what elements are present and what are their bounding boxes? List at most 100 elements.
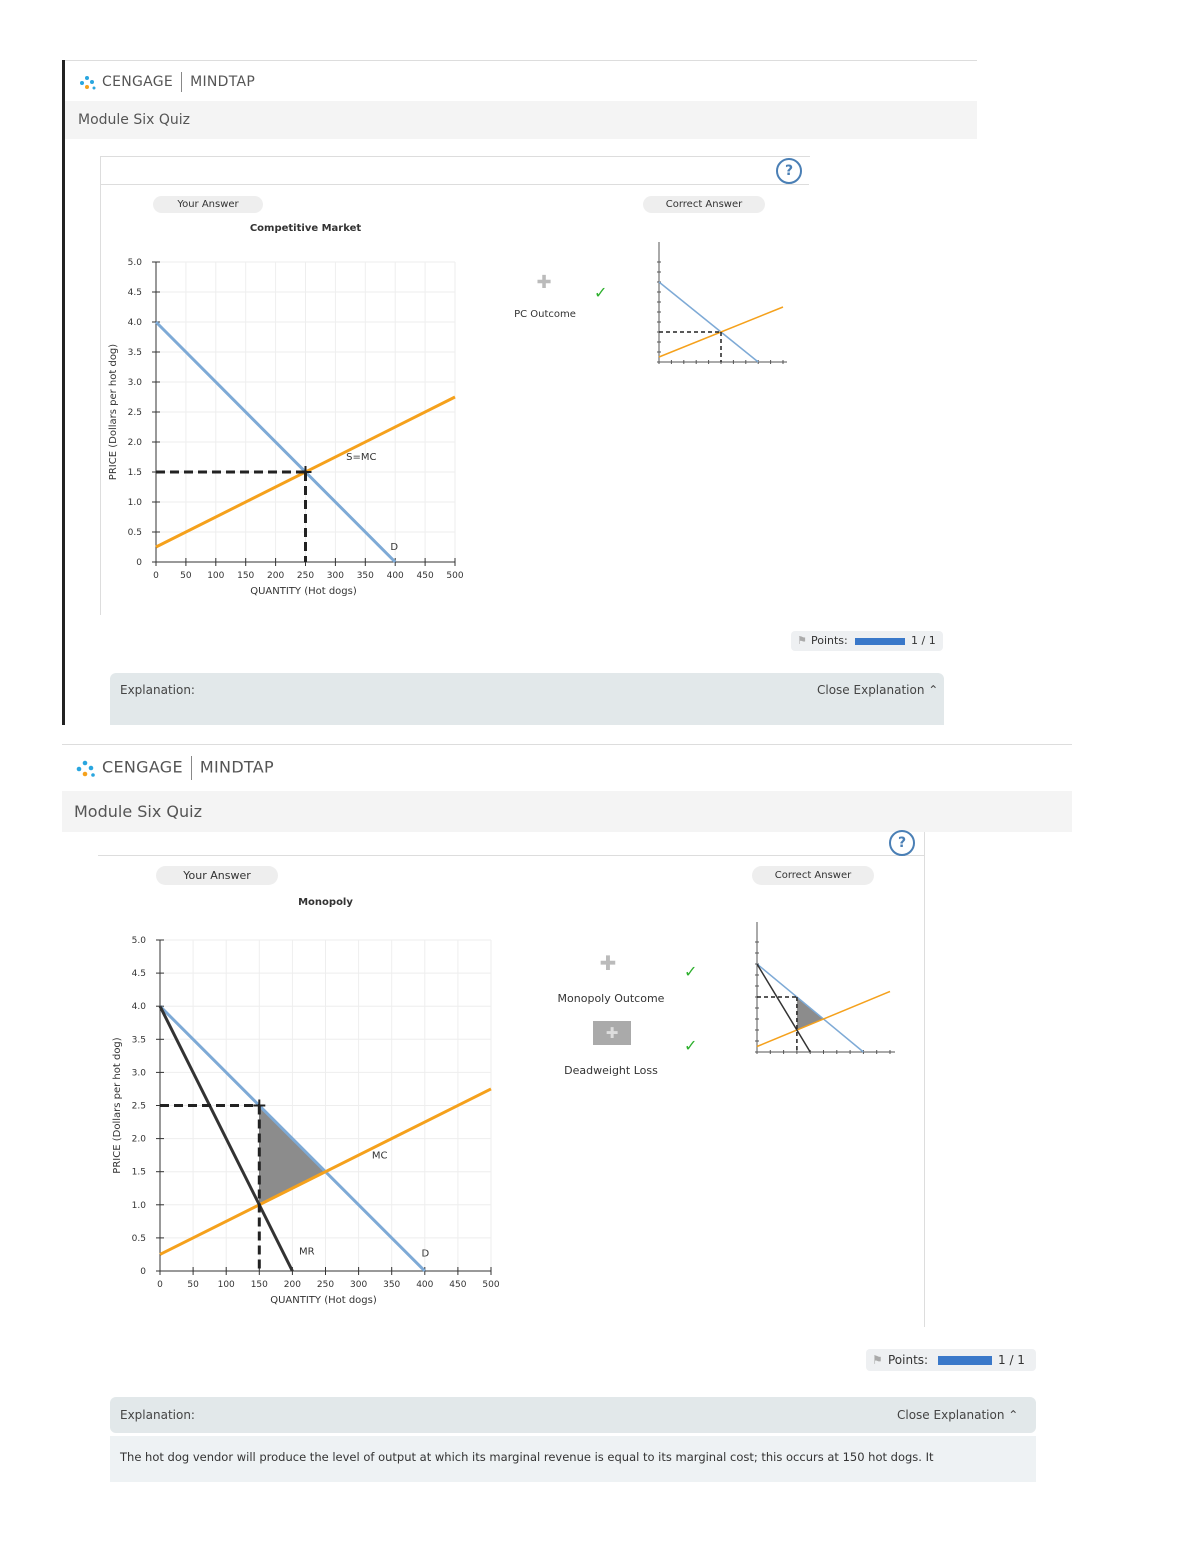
card-header-divider bbox=[98, 855, 924, 856]
y-tick-label: 5.0 bbox=[128, 258, 143, 268]
title-bar: Module Six Quiz bbox=[65, 101, 977, 139]
x-tick-label: 200 bbox=[284, 1280, 301, 1290]
x-tick-label: 300 bbox=[327, 571, 344, 581]
series-line-mr bbox=[158, 1005, 294, 1272]
competitive-market-chart[interactable]: Competitive Market 0 50 100 150 200 250 300 350 4… bbox=[100, 215, 480, 610]
monopoly-chart[interactable]: Monopoly 0 50 100 150 200 250 300 350 400 450 500 0 0… bbox=[98, 888, 518, 1323]
points-value: 1 / 1 bbox=[911, 634, 936, 647]
y-tick-label: 2.0 bbox=[132, 1135, 147, 1145]
y-tick-label: 1.0 bbox=[128, 498, 143, 508]
series-label: D bbox=[421, 1248, 429, 1259]
brand-logo[interactable]: CENGAGE MINDTAP bbox=[78, 72, 255, 92]
page-title: Module Six Quiz bbox=[74, 802, 202, 821]
title-bar: Module Six Quiz bbox=[62, 791, 1072, 832]
series-label: MC bbox=[372, 1150, 388, 1161]
y-tick-label: 1.5 bbox=[132, 1168, 146, 1178]
points-badge: ⚑ Points: 1 / 1 bbox=[866, 1349, 1036, 1371]
correct-answer-tab[interactable]: Correct Answer bbox=[752, 866, 874, 885]
y-tick-label: 2.0 bbox=[128, 438, 143, 448]
series-line-mc bbox=[159, 1087, 492, 1256]
x-axis-label: QUANTITY (Hot dogs) bbox=[270, 1295, 377, 1306]
points-bar bbox=[855, 638, 905, 645]
explanation-panel: Explanation: Close Explanation ⌃ bbox=[110, 673, 944, 725]
mini-series-line bbox=[756, 963, 864, 1053]
x-tick-label: 200 bbox=[267, 571, 284, 581]
y-tick-label: 4.5 bbox=[128, 288, 142, 298]
top-divider bbox=[65, 60, 977, 61]
legend-deadweight-loss: Deadweight Loss bbox=[564, 1064, 658, 1077]
points-bar bbox=[938, 1356, 992, 1365]
y-tick-label: 3.5 bbox=[132, 1035, 146, 1045]
y-tick-label: 4.5 bbox=[132, 969, 146, 979]
check-icon: ✓ bbox=[684, 962, 698, 981]
brand-logo[interactable]: CENGAGE MINDTAP bbox=[74, 756, 274, 780]
series-label: MR bbox=[299, 1246, 315, 1257]
help-icon[interactable]: ? bbox=[889, 830, 915, 856]
y-tick-label: 0.5 bbox=[132, 1234, 146, 1244]
deadweight-loss-icon[interactable]: ✚ bbox=[593, 1021, 631, 1045]
close-explanation-button[interactable]: Close Explanation ⌃ bbox=[817, 683, 938, 697]
x-axis-label: QUANTITY (Hot dogs) bbox=[250, 586, 357, 597]
y-tick-label: 0.5 bbox=[128, 528, 142, 538]
close-explanation-label: Close Explanation bbox=[817, 683, 925, 697]
x-tick-label: 100 bbox=[207, 571, 224, 581]
mini-series-line bbox=[756, 990, 891, 1048]
explanation-label: Explanation: bbox=[120, 1408, 195, 1422]
chart-title: Monopoly bbox=[298, 897, 353, 908]
x-tick-label: 400 bbox=[416, 1280, 433, 1290]
help-icon[interactable]: ? bbox=[776, 158, 802, 184]
legend-pc-outcome: PC Outcome bbox=[514, 309, 576, 320]
brand-product: MINDTAP bbox=[199, 757, 274, 777]
series-line-d bbox=[158, 1005, 426, 1273]
explanation-body: The hot dog vendor will produce the leve… bbox=[110, 1436, 1036, 1482]
x-tick-label: 50 bbox=[180, 571, 192, 581]
brand-company: CENGAGE bbox=[102, 757, 183, 777]
y-tick-label: 1.0 bbox=[132, 1201, 147, 1211]
cengage-logo-icon bbox=[76, 760, 95, 777]
points-value: 1 / 1 bbox=[998, 1353, 1025, 1367]
points-bar-fill bbox=[855, 638, 905, 645]
y-tick-label: 2.5 bbox=[132, 1102, 146, 1112]
x-tick-label: 0 bbox=[153, 571, 159, 581]
points-label: Points: bbox=[811, 634, 848, 647]
correct-answer-tab[interactable]: Correct Answer bbox=[643, 196, 765, 213]
explanation-text: The hot dog vendor will produce the leve… bbox=[120, 1450, 934, 1464]
x-tick-label: 250 bbox=[297, 571, 314, 581]
points-badge: ⚑ Points: 1 / 1 bbox=[791, 631, 943, 651]
y-tick-label: 3.5 bbox=[128, 348, 142, 358]
page-title: Module Six Quiz bbox=[78, 112, 190, 128]
y-axis-label: PRICE (Dollars per hot dog) bbox=[112, 1037, 123, 1173]
x-tick-label: 350 bbox=[383, 1280, 400, 1290]
mini-deadweight-loss bbox=[796, 997, 824, 1030]
x-tick-label: 150 bbox=[237, 571, 254, 581]
y-tick-label: 4.0 bbox=[128, 318, 143, 328]
legend-monopoly-outcome: Monopoly Outcome bbox=[557, 992, 665, 1005]
check-icon: ✓ bbox=[684, 1036, 698, 1055]
pc-outcome-plus-icon[interactable]: ✚ bbox=[536, 272, 552, 293]
flag-icon: ⚑ bbox=[797, 634, 807, 647]
mini-series-line bbox=[658, 281, 759, 363]
x-tick-label: 300 bbox=[350, 1280, 367, 1290]
y-tick-label: 5.0 bbox=[132, 936, 147, 946]
brand-product: MINDTAP bbox=[190, 74, 256, 90]
close-explanation-label: Close Explanation bbox=[897, 1408, 1005, 1422]
close-explanation-button[interactable]: Close Explanation ⌃ bbox=[897, 1408, 1018, 1422]
check-icon: ✓ bbox=[594, 283, 608, 302]
monopoly-outcome-plus-icon[interactable]: ✚ bbox=[599, 951, 617, 975]
x-tick-label: 350 bbox=[357, 571, 374, 581]
x-tick-label: 0 bbox=[157, 1280, 163, 1290]
series-label: D bbox=[390, 542, 398, 553]
correct-answer-thumbnail bbox=[657, 242, 787, 364]
your-answer-tab[interactable]: Your Answer bbox=[156, 866, 278, 885]
series-label: S=MC bbox=[346, 452, 376, 463]
x-tick-label: 250 bbox=[317, 1280, 334, 1290]
your-answer-tab[interactable]: Your Answer bbox=[153, 196, 263, 213]
question-card bbox=[100, 156, 810, 615]
x-tick-label: 450 bbox=[417, 571, 434, 581]
x-tick-label: 50 bbox=[187, 1280, 199, 1290]
y-tick-label: 3.0 bbox=[132, 1068, 147, 1078]
x-tick-label: 100 bbox=[218, 1280, 235, 1290]
chevron-up-icon: ⌃ bbox=[1008, 1408, 1019, 1422]
chevron-up-icon: ⌃ bbox=[928, 683, 939, 697]
y-tick-label: 4.0 bbox=[132, 1002, 147, 1012]
